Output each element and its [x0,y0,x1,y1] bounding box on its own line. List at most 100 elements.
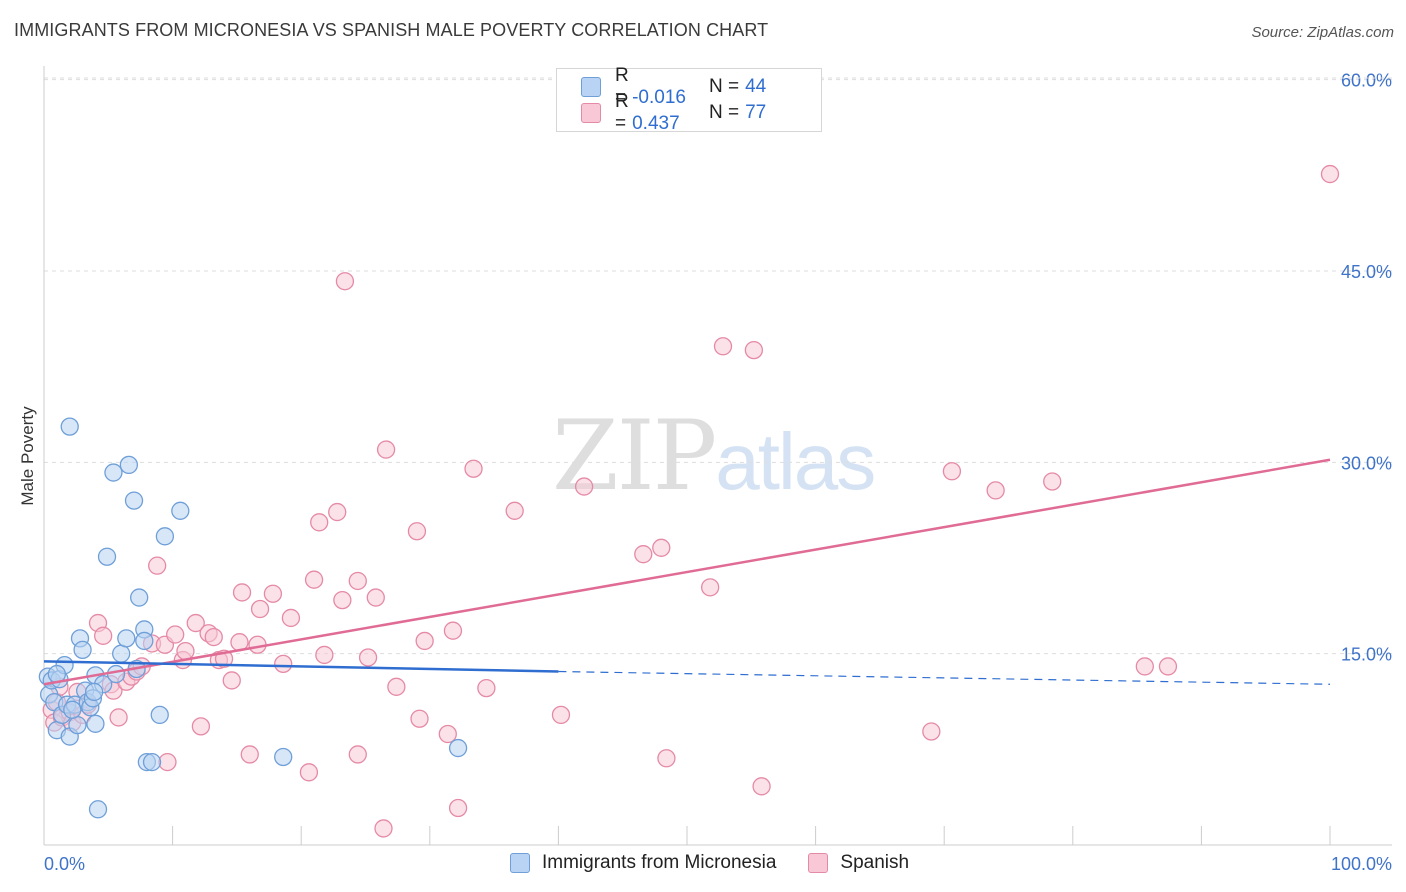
legend-r-value: -0.016 [632,87,686,108]
data-point-micronesia [112,644,131,663]
data-point-micronesia [73,640,92,659]
legend-row-micronesia: R = -0.016 N = 44 [581,65,767,108]
data-point-spanish [191,717,211,736]
data-point-micronesia [150,705,169,725]
data-point-spanish [438,724,457,744]
data-point-micronesia [119,455,139,475]
data-point-spanish [1158,657,1178,676]
data-point-spanish [922,722,941,741]
data-point-spanish [176,641,195,661]
legend-label-micronesia: Immigrants from Micronesia [542,852,777,873]
data-point-micronesia [130,588,149,607]
data-point-spanish [158,752,177,772]
data-point-spanish [328,502,347,522]
data-point-spanish [335,272,355,291]
data-point-micronesia [63,700,82,719]
legend-r-value: 0.437 [632,113,680,134]
data-point-micronesia [86,714,105,733]
data-point-spanish [310,513,329,532]
trendline-micronesia-extension [558,670,1331,685]
data-point-spanish [348,745,367,764]
data-point-spanish [240,745,259,764]
data-point-spanish [652,538,671,557]
data-point-spanish [166,625,185,644]
trendline-micronesia [43,660,559,673]
data-point-spanish [1320,164,1340,184]
legend-n-label: N = [709,76,740,97]
data-point-spanish [376,440,396,459]
data-point-spanish [410,709,429,728]
data-point-spanish [464,459,483,478]
data-point-spanish [986,481,1005,500]
data-point-micronesia [60,417,79,436]
data-point-spanish [148,556,167,575]
correlation-legend: R = -0.016 N = 44 R = 0.437 N = 77 [556,65,822,134]
legend-n-value: 44 [745,76,767,97]
legend-swatch-pink [808,853,829,873]
data-point-spanish [407,522,427,541]
data-point-spanish [443,621,463,640]
series-legend: Immigrants from Micronesia Spanish [510,852,941,874]
legend-n-value: 77 [745,102,767,123]
data-point-spanish [109,708,128,727]
watermark-atlas: atlas [715,417,876,506]
data-point-spanish [752,777,771,796]
x-tick-label-min: 0.0% [44,854,85,874]
data-point-micronesia [142,752,162,772]
legend-row-spanish: R = 0.437 N = 77 [581,91,767,134]
chart-title: IMMIGRANTS FROM MICRONESIA VS SPANISH MA… [14,20,769,40]
y-tick-label: 45.0% [1341,262,1392,282]
data-point-spanish [333,590,352,610]
data-point-spanish [942,462,962,481]
legend-r-label: R = [615,65,629,108]
data-point-spanish [304,570,324,589]
data-point-spanish [744,340,764,360]
data-point-spanish [204,627,223,647]
legend-r-label: R = [615,91,629,134]
data-point-spanish [358,648,378,667]
data-point-micronesia [135,631,154,651]
data-point-micronesia [97,547,117,566]
legend-swatch-blue [510,853,530,873]
data-point-spanish [281,608,301,628]
data-point-micronesia [124,491,144,510]
legend-item-micronesia: Immigrants from Micronesia [510,852,776,874]
data-point-spanish [415,631,434,651]
data-point-spanish [299,763,319,782]
data-point-spanish [448,798,468,818]
source-label: Source: ZipAtlas.com [1251,24,1394,41]
data-point-spanish [387,677,406,696]
trendline-spanish [43,458,1331,686]
x-tick-label-max: 100.0% [1331,854,1392,874]
data-point-spanish [374,819,393,838]
data-point-spanish [250,599,270,619]
data-point-micronesia [448,738,468,758]
data-point-spanish [94,626,113,645]
y-axis-label: Male Poverty [18,406,37,506]
data-point-spanish [1043,472,1062,491]
data-point-spanish [713,337,733,356]
data-point-spanish [505,501,524,520]
legend-swatch-pink [581,103,601,123]
data-point-spanish [634,545,653,564]
data-point-micronesia [106,664,126,684]
y-tick-label: 30.0% [1341,453,1392,473]
legend-swatch-blue [581,77,601,97]
data-point-spanish [477,678,496,698]
data-point-micronesia [88,800,108,819]
data-point-spanish [657,749,676,768]
data-point-micronesia [68,715,87,735]
y-tick-label: 60.0% [1341,71,1392,91]
data-point-spanish [315,645,334,665]
legend-label-spanish: Spanish [840,852,910,873]
data-point-spanish [263,584,283,603]
data-point-spanish [366,588,385,607]
data-point-spanish [574,477,594,496]
y-tick-label: 15.0% [1341,645,1392,665]
data-point-micronesia [85,682,104,702]
data-point-micronesia [104,463,123,482]
data-point-spanish [551,705,571,725]
data-point-spanish [348,571,367,591]
data-point-spanish [700,578,720,597]
